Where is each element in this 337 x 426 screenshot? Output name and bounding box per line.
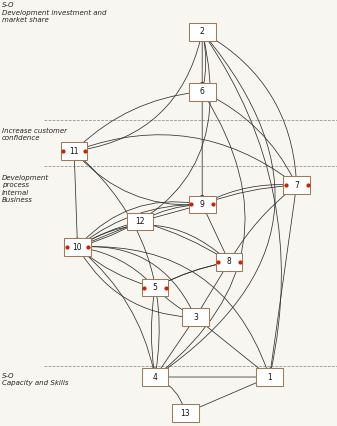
Text: 13: 13 (181, 409, 190, 418)
Text: 9: 9 (200, 200, 205, 209)
FancyBboxPatch shape (142, 368, 168, 386)
Text: 2: 2 (200, 27, 205, 37)
Text: 7: 7 (294, 181, 299, 190)
Text: 5: 5 (153, 283, 157, 292)
FancyBboxPatch shape (182, 308, 209, 326)
FancyBboxPatch shape (256, 368, 283, 386)
FancyBboxPatch shape (216, 253, 243, 271)
FancyBboxPatch shape (64, 238, 91, 256)
FancyBboxPatch shape (283, 176, 310, 194)
Text: 6: 6 (200, 87, 205, 96)
Text: 1: 1 (267, 372, 272, 382)
FancyBboxPatch shape (189, 23, 216, 41)
Text: Increase customer
confidence: Increase customer confidence (2, 128, 67, 141)
Text: 12: 12 (135, 217, 145, 226)
Text: S-O
Development investment and
market share: S-O Development investment and market sh… (2, 2, 106, 23)
FancyBboxPatch shape (172, 404, 199, 422)
FancyBboxPatch shape (142, 279, 168, 296)
Text: 8: 8 (227, 257, 232, 267)
Text: 11: 11 (69, 147, 79, 156)
FancyBboxPatch shape (61, 142, 88, 160)
Text: 10: 10 (73, 242, 82, 252)
FancyBboxPatch shape (127, 213, 153, 230)
Text: 4: 4 (153, 372, 157, 382)
Text: S-O
Capacity and Skills: S-O Capacity and Skills (2, 373, 68, 386)
Text: 3: 3 (193, 313, 198, 322)
FancyBboxPatch shape (189, 196, 216, 213)
FancyBboxPatch shape (189, 83, 216, 101)
Text: Development
process
Internal
Business: Development process Internal Business (2, 175, 49, 203)
